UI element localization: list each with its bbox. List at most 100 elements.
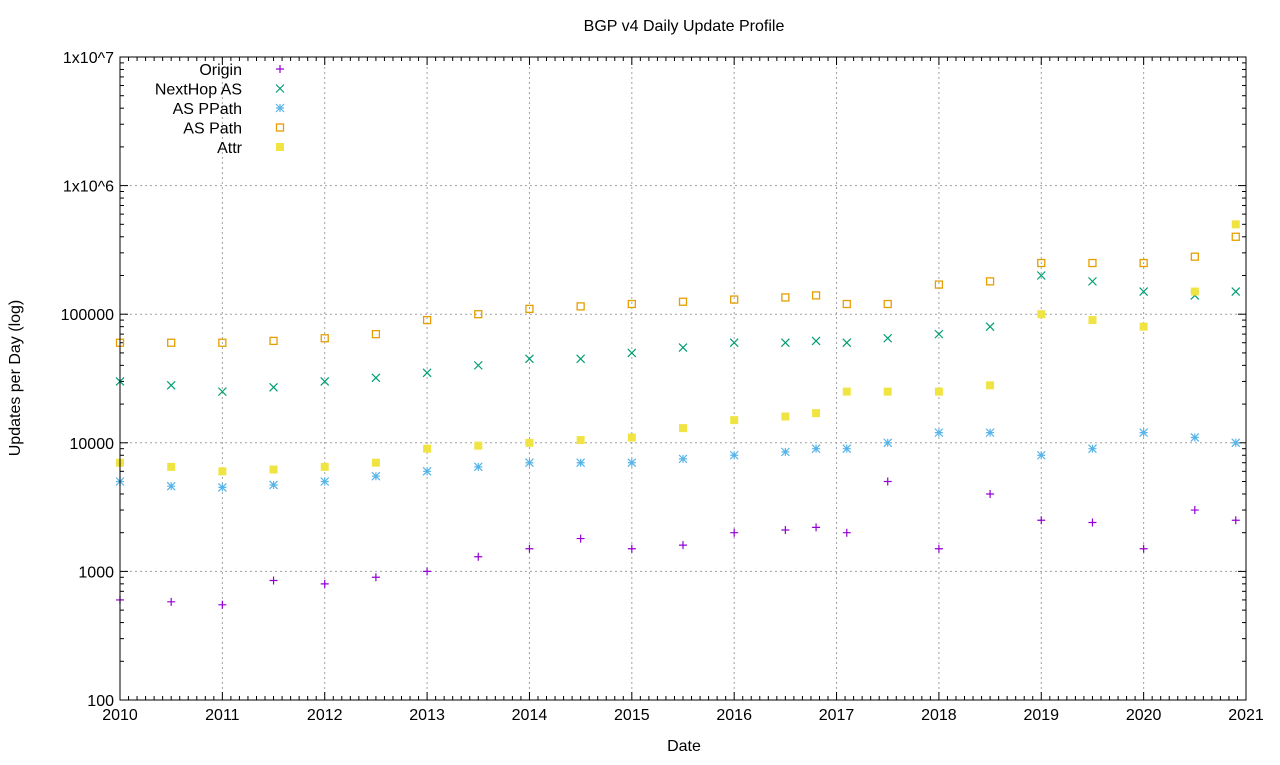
data-point — [883, 477, 892, 486]
data-point — [1036, 271, 1046, 280]
data-point — [627, 433, 636, 442]
series-as-ppath — [115, 428, 1241, 492]
data-point — [422, 368, 432, 378]
data-point — [1190, 287, 1199, 296]
data-point — [842, 528, 851, 537]
data-point — [627, 299, 636, 309]
data-point — [985, 322, 995, 332]
data-point — [780, 338, 790, 348]
data-point — [217, 387, 227, 397]
data-point — [781, 525, 790, 534]
data-point — [811, 291, 821, 300]
data-point — [167, 462, 176, 471]
data-point — [167, 597, 176, 606]
data-point — [525, 304, 534, 314]
data-point — [320, 377, 330, 386]
data-point — [1088, 444, 1097, 454]
x-tick-label: 2014 — [512, 707, 548, 724]
data-point — [423, 444, 432, 453]
legend-label: AS Path — [183, 121, 242, 138]
data-point — [473, 462, 483, 472]
data-point — [842, 387, 851, 396]
data-point — [678, 454, 688, 464]
data-point — [422, 315, 432, 325]
y-tick-label: 1x10^6 — [63, 179, 114, 196]
data-point — [576, 436, 585, 445]
data-point — [320, 579, 329, 588]
data-point — [217, 482, 227, 492]
data-point — [842, 299, 851, 309]
data-point — [986, 381, 995, 390]
y-tick-label: 100 — [87, 693, 114, 710]
x-tick-label: 2011 — [205, 707, 240, 724]
data-point — [811, 336, 821, 346]
data-point — [1190, 252, 1199, 261]
data-point — [842, 338, 852, 348]
data-point — [678, 297, 688, 306]
legend-label: Attr — [217, 140, 243, 157]
data-point — [812, 523, 821, 532]
legend-label: AS PPath — [173, 101, 242, 118]
data-point — [678, 343, 688, 353]
data-point — [934, 329, 944, 339]
data-point — [1037, 310, 1046, 319]
data-point — [730, 528, 739, 537]
data-point — [627, 348, 637, 358]
data-point — [166, 380, 176, 390]
data-point — [167, 338, 176, 347]
data-point — [371, 471, 381, 481]
x-tick-label: 2015 — [614, 707, 650, 724]
legend-marker — [276, 143, 284, 151]
data-point — [1037, 258, 1046, 268]
data-point — [1088, 518, 1097, 527]
data-point — [883, 438, 893, 448]
data-point — [320, 462, 329, 471]
data-point — [883, 387, 892, 396]
x-tick-label: 2016 — [716, 707, 752, 724]
x-tick-label: 2019 — [1023, 707, 1059, 724]
data-point — [985, 428, 995, 438]
data-point — [1088, 316, 1097, 325]
data-point — [423, 567, 432, 576]
data-point — [1139, 287, 1149, 296]
data-point — [1088, 258, 1097, 268]
data-point — [1231, 232, 1240, 241]
data-point — [474, 552, 483, 561]
data-point — [371, 373, 381, 383]
data-point — [576, 458, 586, 468]
data-point — [473, 360, 483, 370]
data-point — [781, 412, 790, 421]
data-point — [525, 354, 534, 364]
data-point — [1036, 450, 1046, 460]
legend-marker — [275, 123, 285, 132]
data-point — [1139, 428, 1149, 438]
data-point — [627, 544, 636, 553]
series-as-path — [115, 232, 1240, 347]
x-tick-label: 2018 — [921, 707, 957, 724]
data-point — [934, 544, 943, 553]
data-point — [1190, 433, 1200, 442]
data-point — [730, 295, 739, 304]
x-axis-label: Date — [667, 738, 701, 755]
x-tick-label: 2010 — [102, 707, 138, 724]
data-point — [269, 480, 278, 490]
y-tick-label: 1000 — [78, 564, 114, 581]
series-attr — [116, 220, 1240, 476]
data-point — [985, 277, 995, 286]
data-point — [781, 293, 790, 302]
plot-border — [119, 56, 1247, 701]
data-point — [729, 450, 739, 460]
data-point — [525, 544, 534, 553]
data-point — [1231, 220, 1240, 229]
data-point — [320, 477, 330, 486]
data-point — [422, 466, 432, 476]
data-point — [525, 438, 534, 447]
data-point — [780, 447, 790, 457]
data-point — [1231, 287, 1241, 296]
data-point — [1190, 506, 1199, 515]
data-point — [474, 310, 483, 319]
data-point — [576, 302, 585, 311]
legend-label: NextHop AS — [155, 82, 242, 99]
legend-marker — [276, 65, 284, 73]
